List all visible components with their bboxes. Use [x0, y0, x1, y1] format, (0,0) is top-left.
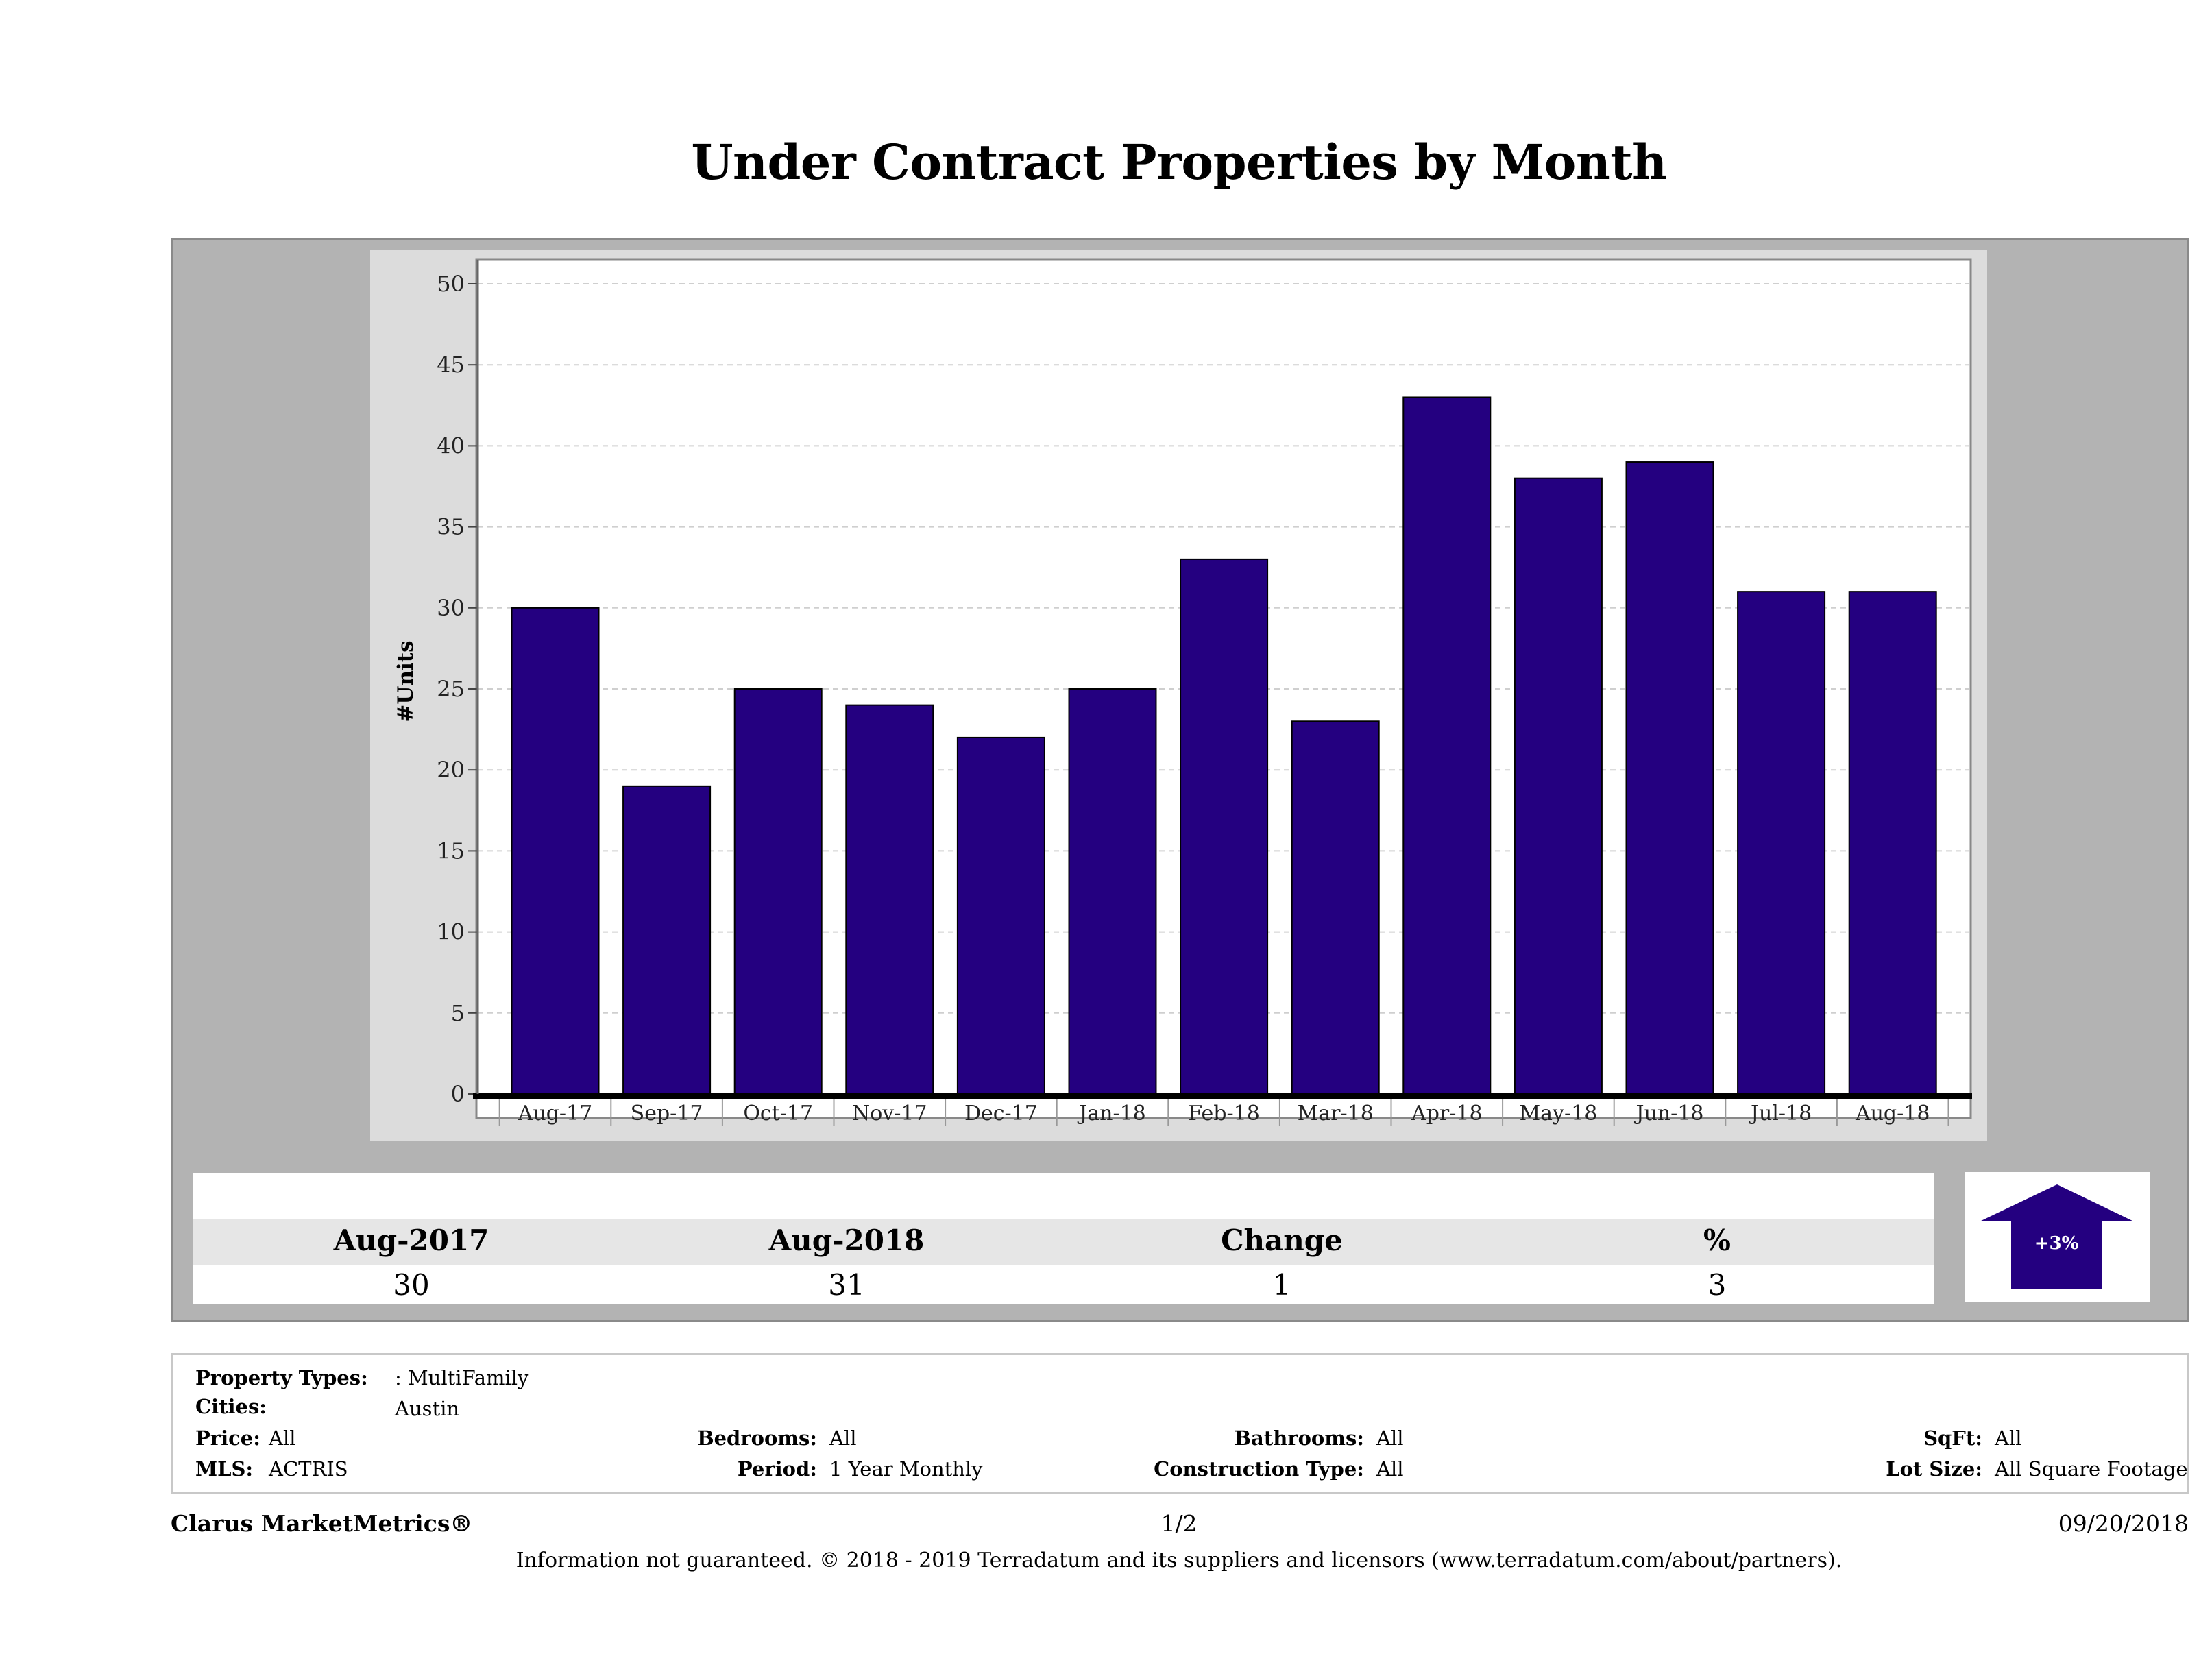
up-arrow-icon	[1980, 1184, 2134, 1289]
y-tick-label-4: 20	[437, 757, 465, 783]
bar-Feb-18	[1180, 558, 1269, 1095]
y-tick-label-2: 10	[437, 919, 465, 945]
bar-Oct-17	[733, 688, 823, 1095]
disclaimer: Information not guaranteed. © 2018 - 201…	[515, 1548, 1843, 1572]
bar-Jan-18	[1068, 688, 1157, 1095]
bar-Aug-17	[511, 607, 600, 1095]
x-tick-label-Sep-17: Sep-17	[631, 1102, 703, 1126]
x-tick-label-Aug-18: Aug-18	[1855, 1102, 1930, 1126]
lot-size-value: All Square Footage	[1995, 1457, 2188, 1481]
change-badge-label: +3%	[2034, 1233, 2079, 1254]
x-tick-label-Dec-17: Dec-17	[964, 1102, 1038, 1126]
x-tick-label-Nov-17: Nov-17	[852, 1102, 927, 1126]
bathrooms-value: All	[1376, 1426, 1404, 1450]
chart-title: Under Contract Properties by Month	[691, 134, 1667, 191]
lot-size-label: Lot Size:	[1886, 1457, 1982, 1481]
bedrooms-label: Bedrooms:	[697, 1426, 817, 1450]
y-tick-label-1: 5	[451, 1000, 465, 1026]
summary-value-percent: 3	[1707, 1268, 1727, 1302]
period-value: 1 Year Monthly	[829, 1457, 983, 1481]
summary-value-row	[193, 1265, 1934, 1304]
change-badge: +3%	[1965, 1172, 2150, 1302]
bar-Aug-18	[1848, 591, 1937, 1095]
property-types-value: : MultiFamily	[395, 1366, 529, 1389]
bar-Sep-17	[622, 785, 712, 1095]
page-number: 1/2	[1160, 1510, 1198, 1537]
price-value: All	[269, 1426, 296, 1450]
y-tick-label-0: 0	[451, 1081, 465, 1107]
summary-header-change: Change	[1221, 1224, 1343, 1257]
bar-Dec-17	[956, 736, 1045, 1095]
bar-Nov-17	[845, 704, 934, 1095]
period-label: Period:	[737, 1457, 817, 1481]
bar-Mar-18	[1291, 720, 1380, 1095]
x-tick-label-Jun-18: Jun-18	[1634, 1102, 1704, 1126]
x-tick-label-Jan-18: Jan-18	[1077, 1102, 1146, 1126]
summary-value-start: 30	[393, 1268, 430, 1302]
x-tick-label-Jul-18: Jul-18	[1749, 1102, 1812, 1126]
bathrooms-label: Bathrooms:	[1234, 1426, 1364, 1450]
y-tick-label-6: 30	[437, 595, 465, 621]
construction-type-label: Construction Type:	[1154, 1457, 1364, 1481]
y-tick-label-9: 45	[437, 352, 465, 378]
y-tick-label-8: 40	[437, 433, 465, 459]
summary-header-start: Aug-2017	[333, 1224, 489, 1257]
summary-spacer	[193, 1173, 1934, 1219]
bedrooms-value: All	[829, 1426, 857, 1450]
y-tick-label-7: 35	[437, 514, 465, 540]
sqft-value: All	[1995, 1426, 2022, 1450]
summary-header-percent: %	[1703, 1224, 1731, 1257]
property-types-label: Property Types:	[195, 1366, 368, 1389]
x-tick-label-Apr-18: Apr-18	[1411, 1102, 1483, 1126]
report-date: 09/20/2018	[2058, 1510, 2189, 1537]
summary-header-row	[193, 1219, 1934, 1265]
x-tick-label-May-18: May-18	[1519, 1102, 1597, 1126]
bar-Apr-18	[1402, 396, 1492, 1095]
construction-type-value: All	[1376, 1457, 1404, 1481]
mls-value: ACTRIS	[269, 1457, 348, 1481]
filter-info-panel	[171, 1353, 2189, 1494]
y-tick-label-5: 25	[437, 676, 465, 702]
price-label: Price:	[195, 1426, 260, 1450]
bar-Jul-18	[1737, 591, 1826, 1095]
y-tick-label-10: 50	[437, 271, 465, 297]
brand-name: Clarus MarketMetrics®	[171, 1510, 473, 1537]
summary-value-change: 1	[1272, 1268, 1291, 1302]
cities-value: Austin	[395, 1397, 460, 1420]
bar-chart: 0 5 10 15 20 25 30 35 40 45 50 Aug-17 Sep-17 Oct-17 No…	[393, 258, 1972, 1126]
sqft-label: SqFt:	[1923, 1426, 1982, 1450]
summary-value-end: 31	[828, 1268, 865, 1302]
bar-Jun-18	[1625, 461, 1714, 1095]
bar-May-18	[1514, 477, 1603, 1095]
summary-header-end: Aug-2018	[768, 1224, 925, 1257]
x-tick-label-Mar-18: Mar-18	[1298, 1102, 1374, 1126]
y-axis-label: #Units	[393, 640, 418, 722]
cities-label: Cities:	[195, 1395, 267, 1418]
x-tick-label-Oct-17: Oct-17	[743, 1102, 813, 1126]
x-tick-label-Feb-18: Feb-18	[1188, 1102, 1259, 1126]
x-tick-label-Aug-17: Aug-17	[518, 1102, 593, 1126]
y-tick-label-3: 15	[437, 838, 465, 864]
mls-label: MLS:	[195, 1457, 254, 1481]
